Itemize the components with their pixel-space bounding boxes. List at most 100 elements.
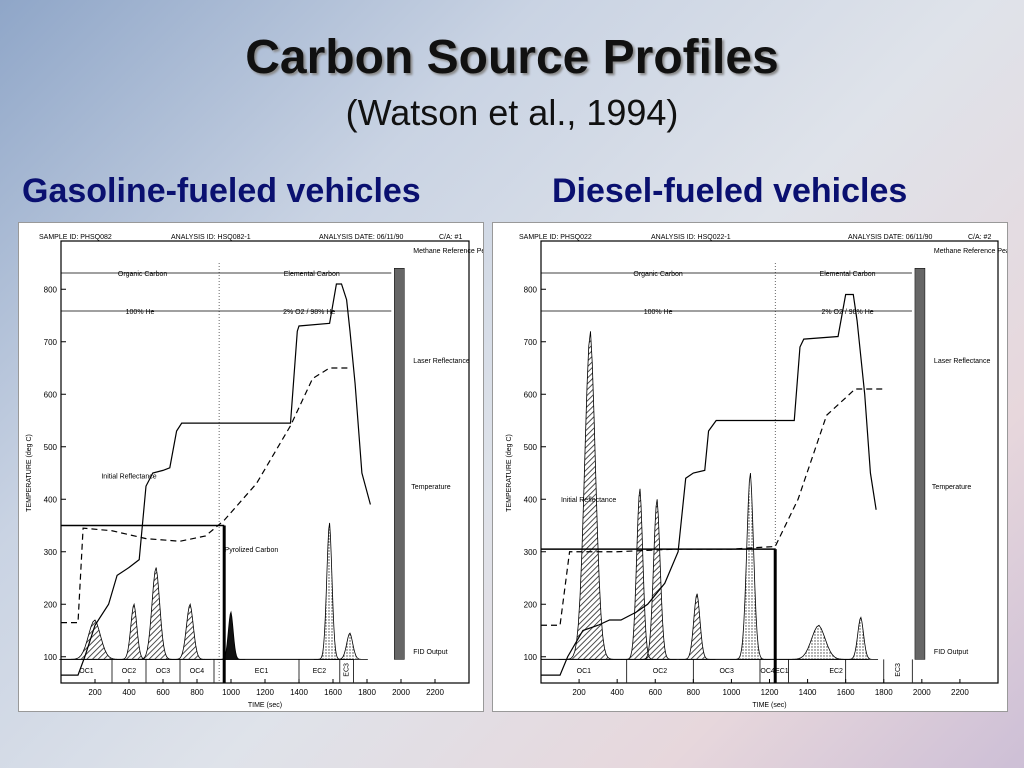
slide-title: Carbon Source Profiles bbox=[245, 31, 779, 84]
x-tick-label: 1200 bbox=[761, 688, 779, 697]
x-tick-label: 1000 bbox=[222, 688, 240, 697]
fraction-label: OC3 bbox=[719, 668, 734, 675]
x-tick-label: 1600 bbox=[837, 688, 855, 697]
y-tick-label: 800 bbox=[524, 285, 538, 294]
label-methane: Methane Reference Peak bbox=[934, 248, 1007, 255]
y-tick-label: 700 bbox=[44, 338, 58, 347]
header-analysis-date: ANALYSIS DATE: 06/11/90 bbox=[319, 234, 404, 241]
y-tick-label: 400 bbox=[524, 495, 538, 504]
fraction-label: OC1 bbox=[577, 668, 592, 675]
y-tick-label: 600 bbox=[44, 390, 58, 399]
y-tick-label: 700 bbox=[524, 338, 538, 347]
x-tick-label: 1000 bbox=[723, 688, 741, 697]
label-temperature: Temperature bbox=[932, 484, 971, 491]
x-tick-label: 400 bbox=[610, 688, 624, 697]
header-sample-id: SAMPLE ID: PHSQ082 bbox=[39, 234, 112, 241]
y-axis-label: TEMPERATURE (deg C) bbox=[506, 434, 513, 512]
fraction-label: OC2 bbox=[122, 668, 137, 675]
methane-reference-peak bbox=[394, 268, 405, 660]
fid-peak bbox=[332, 632, 368, 660]
slide-subtitle: (Watson et al., 1994) bbox=[345, 92, 679, 133]
x-tick-label: 1400 bbox=[799, 688, 817, 697]
x-tick-label: 1600 bbox=[324, 688, 342, 697]
label-temperature: Temperature bbox=[411, 484, 450, 491]
x-tick-label: 200 bbox=[88, 688, 102, 697]
label-elemental-carbon: Elemental Carbon bbox=[820, 271, 876, 278]
x-tick-label: 800 bbox=[190, 688, 204, 697]
x-tick-label: 1400 bbox=[290, 688, 308, 697]
header-sample-id: SAMPLE ID: PHSQ022 bbox=[519, 234, 592, 241]
fraction-label: OC4 bbox=[760, 668, 775, 675]
y-tick-label: 300 bbox=[44, 548, 58, 557]
fid-peak bbox=[730, 472, 771, 660]
x-tick-label: 1200 bbox=[256, 688, 274, 697]
fraction-label: EC1 bbox=[255, 668, 269, 675]
plot-border bbox=[60, 240, 470, 684]
temperature-line bbox=[61, 283, 371, 676]
fraction-label: EC1 bbox=[775, 668, 789, 675]
fraction-label: EC3 bbox=[895, 663, 902, 677]
fraction-label: OC1 bbox=[79, 668, 94, 675]
fid-peak bbox=[678, 593, 716, 660]
x-tick-label: 2200 bbox=[951, 688, 969, 697]
diesel-chart: SAMPLE ID: PHSQ022 ANALYSIS ID: HSQ022-1 A… bbox=[506, 234, 1014, 709]
header-analysis-date: ANALYSIS DATE: 06/11/90 bbox=[848, 234, 933, 241]
x-tick-label: 2200 bbox=[426, 688, 444, 697]
diesel-chart-frame: SAMPLE ID: PHSQ022 ANALYSIS ID: HSQ022-1 A… bbox=[492, 222, 1014, 712]
fid-peak bbox=[779, 624, 859, 660]
y-tick-label: 400 bbox=[44, 495, 58, 504]
y-tick-label: 600 bbox=[524, 390, 538, 399]
fraction-label: OC3 bbox=[156, 668, 171, 675]
header-ca: C/A: #1 bbox=[439, 234, 462, 241]
fid-peak bbox=[314, 522, 345, 660]
y-tick-label: 300 bbox=[524, 548, 538, 557]
label-organic-carbon: Organic Carbon bbox=[118, 271, 168, 278]
y-tick-label: 800 bbox=[44, 285, 58, 294]
y-axis-label: TEMPERATURE (deg C) bbox=[26, 434, 33, 512]
y-tick-label: 100 bbox=[44, 653, 58, 662]
methane-reference-peak bbox=[914, 268, 926, 660]
header-analysis-id: ANALYSIS ID: HSQ022-1 bbox=[651, 234, 731, 241]
label-organic-carbon: Organic Carbon bbox=[633, 271, 683, 278]
x-tick-label: 2000 bbox=[913, 688, 931, 697]
label-elemental-carbon: Elemental Carbon bbox=[284, 271, 340, 278]
x-tick-label: 800 bbox=[687, 688, 701, 697]
fraction-label: EC3 bbox=[344, 663, 351, 677]
y-tick-label: 200 bbox=[44, 600, 58, 609]
x-axis-label: TIME (sec) bbox=[248, 702, 282, 709]
x-tick-label: 200 bbox=[572, 688, 586, 697]
header-ca: C/A: #2 bbox=[968, 234, 991, 241]
fid-peak bbox=[216, 610, 246, 660]
y-tick-label: 500 bbox=[44, 443, 58, 452]
fid-peak bbox=[843, 616, 879, 660]
laser-reflectance-line bbox=[61, 367, 350, 624]
panel-title-gasoline: Gasoline-fueled vehicles bbox=[22, 172, 421, 210]
plot-border bbox=[540, 240, 999, 684]
x-tick-label: 1800 bbox=[358, 688, 376, 697]
x-tick-label: 600 bbox=[156, 688, 170, 697]
x-axis-label: TIME (sec) bbox=[752, 702, 786, 709]
fid-peak bbox=[637, 499, 677, 660]
gasoline-chart: SAMPLE ID: PHSQ082 ANALYSIS ID: HSQ082-1 A… bbox=[26, 234, 493, 709]
y-tick-label: 500 bbox=[524, 443, 538, 452]
label-fid: FID Output bbox=[413, 649, 447, 656]
x-tick-label: 1800 bbox=[875, 688, 893, 697]
label-o2: 2% O2 / 98% He bbox=[283, 309, 335, 316]
label-initial-reflectance: Initial Reflectance bbox=[561, 497, 616, 504]
panel-title-diesel: Diesel-fueled vehicles bbox=[552, 172, 908, 210]
label-laser: Laser Reflectance bbox=[934, 358, 991, 365]
x-tick-label: 2000 bbox=[392, 688, 410, 697]
label-pyrolized-carbon: Pyrolized Carbon bbox=[225, 547, 279, 554]
label-laser: Laser Reflectance bbox=[413, 358, 470, 365]
fraction-label: OC2 bbox=[653, 668, 668, 675]
y-tick-label: 100 bbox=[524, 653, 538, 662]
fraction-label: OC4 bbox=[190, 668, 205, 675]
header-analysis-id: ANALYSIS ID: HSQ082-1 bbox=[171, 234, 251, 241]
label-o2: 2% O2 / 98% He bbox=[822, 309, 874, 316]
temperature-line bbox=[541, 293, 877, 676]
fid-peak bbox=[559, 331, 622, 660]
x-tick-label: 600 bbox=[649, 688, 663, 697]
label-he: 100% He bbox=[126, 309, 155, 316]
label-he: 100% He bbox=[644, 309, 673, 316]
label-methane: Methane Reference Peak bbox=[413, 248, 483, 255]
